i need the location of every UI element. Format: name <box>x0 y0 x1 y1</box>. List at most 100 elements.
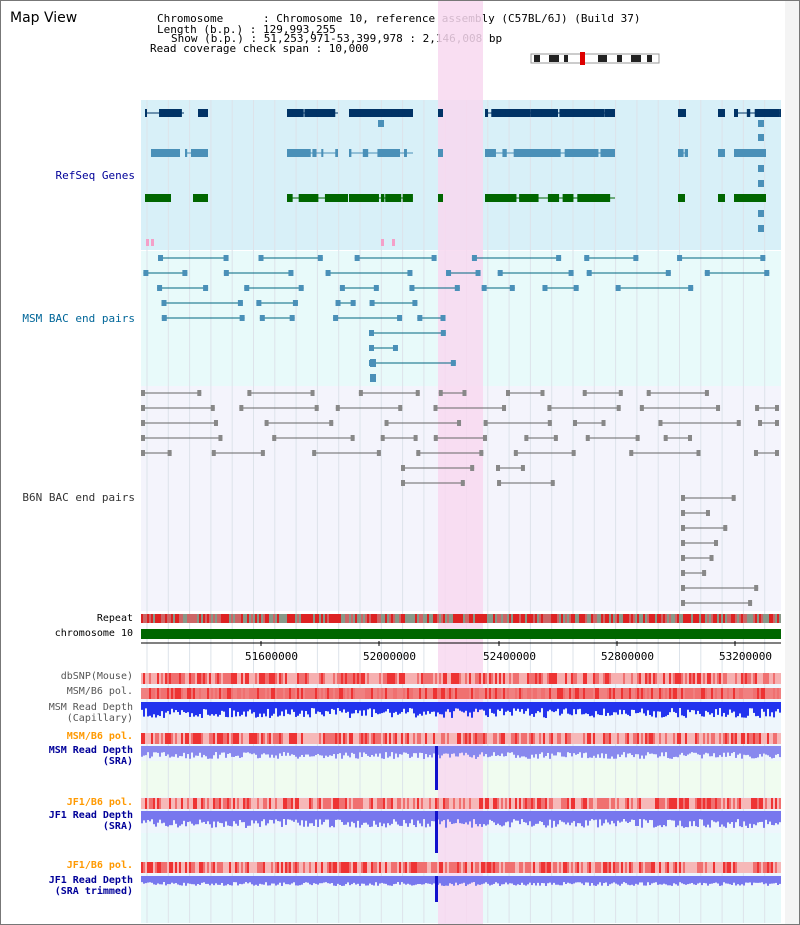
dbsnp-density <box>349 673 351 684</box>
repeat-block <box>221 614 223 623</box>
jf1-b6-polymorphism-trimmed <box>377 862 379 873</box>
repeat-block <box>331 614 333 623</box>
msm-b6-polymorphism-sra <box>531 733 533 744</box>
jf1-depth-sra <box>637 811 639 826</box>
msm-b6-polymorphism-sra <box>203 733 205 744</box>
msm-depth-capillary <box>675 702 677 713</box>
msm-b6-polymorphism <box>211 688 213 699</box>
msm-depth-sra <box>523 746 525 757</box>
jf1-depth-sra <box>759 811 761 822</box>
repeat-block <box>573 614 575 623</box>
dbsnp-density <box>775 673 777 684</box>
msm-b6-polymorphism-sra <box>765 733 767 744</box>
jf1-depth-sra-trimmed <box>551 876 553 885</box>
msm-b6-polymorphism <box>225 688 227 699</box>
jf1-depth-sra-trimmed <box>677 876 679 886</box>
jf1-b6-polymorphism-trimmed <box>159 862 161 873</box>
jf1-depth-sra-trimmed <box>475 876 477 886</box>
jf1-depth-sra <box>743 811 745 822</box>
msm-b6-polymorphism-sra <box>453 733 455 744</box>
repeat-block <box>347 614 349 623</box>
jf1-depth-sra <box>239 811 241 820</box>
msm-b6-polymorphism <box>369 688 371 699</box>
dbsnp-density <box>591 673 593 684</box>
gene-exon <box>573 109 592 117</box>
jf1-depth-sra <box>447 811 449 820</box>
msm-b6-polymorphism <box>577 688 579 699</box>
msm-b6-polymorphism-sra <box>703 733 705 744</box>
msm-b6-polymorphism <box>381 688 383 699</box>
repeat-block <box>247 614 249 623</box>
dbsnp-density <box>207 673 209 684</box>
jf1-b6-polymorphism <box>371 798 373 809</box>
jf1-depth-sra <box>471 811 473 828</box>
msm-b6-polymorphism <box>357 688 359 699</box>
jf1-b6-polymorphism <box>639 798 641 809</box>
jf1-b6-polymorphism <box>209 798 211 809</box>
dbsnp-density <box>333 673 335 684</box>
gene-small-feature <box>758 225 764 232</box>
jf1-depth-sra <box>449 811 451 822</box>
jf1-b6-polymorphism <box>733 798 735 809</box>
msm-b6-polymorphism <box>649 688 651 699</box>
repeat-block <box>663 614 665 623</box>
msm-b6-polymorphism-sra <box>641 733 643 744</box>
jf1-depth-sra-trimmed <box>335 876 337 886</box>
jf1-depth-sra-trimmed <box>289 876 291 885</box>
msm-b6-polymorphism <box>743 688 745 699</box>
jf1-b6-polymorphism-trimmed <box>255 862 257 873</box>
msm-depth-sra <box>185 746 187 759</box>
msm-b6-polymorphism-sra <box>171 733 173 744</box>
bac-end <box>272 435 277 441</box>
track-label-refseq[interactable]: RefSeq Genes <box>55 169 135 182</box>
msm-depth-sra <box>631 746 633 755</box>
msm-b6-polymorphism-sra <box>725 733 727 744</box>
msm-b6-polymorphism-sra <box>197 733 199 744</box>
msm-b6-polymorphism <box>331 688 333 699</box>
repeat-block <box>741 614 743 623</box>
repeat-block <box>773 614 775 623</box>
jf1-b6-polymorphism <box>529 798 531 809</box>
gene-exon <box>519 194 536 202</box>
msm-b6-polymorphism <box>575 688 577 699</box>
jf1-depth-sra <box>343 811 345 825</box>
msm-b6-polymorphism-sra <box>521 733 523 744</box>
jf1-depth-sra-trimmed <box>715 876 717 883</box>
msm-b6-polymorphism <box>507 688 509 699</box>
msm-depth-capillary <box>245 702 247 717</box>
gene-exon <box>308 109 323 117</box>
repeat-block <box>513 614 515 623</box>
dbsnp-density <box>635 673 637 684</box>
jf1-depth-sra-trimmed <box>459 876 461 884</box>
msm-b6-polymorphism-sra <box>165 733 167 744</box>
jf1-b6-polymorphism <box>621 798 623 809</box>
dbsnp-density <box>237 673 239 684</box>
jf1-depth-sra-trimmed <box>277 876 279 885</box>
jf1-b6-polymorphism-trimmed <box>749 862 751 873</box>
msm-b6-polymorphism-sra <box>585 733 587 744</box>
jf1-depth-sra <box>497 811 499 824</box>
msm-b6-polymorphism <box>465 688 467 699</box>
jf1-depth-sra-trimmed <box>333 876 335 886</box>
track-label-msm-bac[interactable]: MSM BAC end pairs <box>22 312 135 325</box>
msm-b6-polymorphism-sra <box>751 733 753 744</box>
jf1-b6-polymorphism <box>583 798 585 809</box>
msm-depth-sra <box>265 746 267 755</box>
msm-b6-polymorphism <box>773 688 775 699</box>
jf1-b6-polymorphism-trimmed <box>339 862 341 873</box>
msm-b6-polymorphism <box>515 688 517 699</box>
msm-b6-polymorphism <box>461 688 463 699</box>
jf1-b6-polymorphism <box>241 798 243 809</box>
msm-b6-polymorphism-sra <box>313 733 315 744</box>
track-label-msm_pol2: MSM/B6 pol. <box>66 731 133 742</box>
repeat-block <box>257 614 259 623</box>
msm-depth-sra <box>311 746 313 757</box>
jf1-b6-polymorphism-trimmed <box>731 862 733 873</box>
selected-region-highlight <box>438 1 483 924</box>
msm-depth-capillary <box>603 702 605 709</box>
bac-end <box>681 525 685 531</box>
track-label-b6n-bac[interactable]: B6N BAC end pairs <box>22 491 135 504</box>
gene-exon <box>607 149 615 157</box>
msm-depth-capillary <box>723 702 725 713</box>
